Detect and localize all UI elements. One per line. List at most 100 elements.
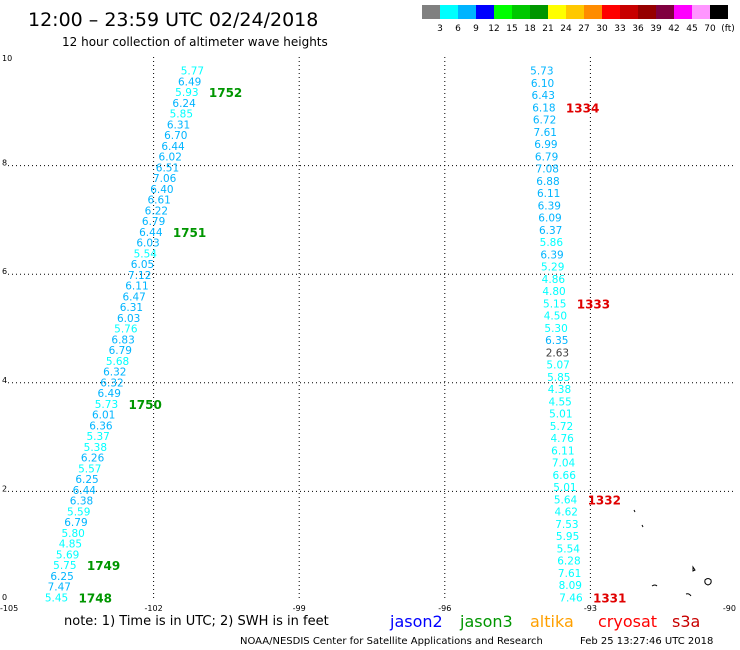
chart-title: 12:00 – 23:59 UTC 02/24/2018 bbox=[28, 9, 318, 31]
track-time-label: 1752 bbox=[209, 86, 242, 100]
wave-height-value: 6.26 bbox=[81, 453, 105, 465]
wave-height-value: 6.79 bbox=[142, 216, 165, 228]
y-tick-label: 8 bbox=[2, 159, 7, 168]
track-time-label: 1749 bbox=[87, 559, 120, 573]
y-tick-label: 4 bbox=[2, 376, 7, 385]
color-scale-label: 18 bbox=[524, 24, 536, 34]
chart-subtitle: 12 hour collection of altimeter wave hei… bbox=[62, 35, 328, 49]
color-scale-label: 70 bbox=[704, 24, 716, 34]
mission-label: jason2 bbox=[389, 612, 443, 631]
wave-height-value: 6.38 bbox=[70, 496, 93, 508]
wave-height-value: 5.76 bbox=[114, 324, 138, 336]
wave-height-value: 5.93 bbox=[175, 87, 198, 99]
mission-label: altika bbox=[530, 612, 574, 631]
wave-height-value: 6.72 bbox=[533, 115, 556, 127]
color-swatch bbox=[476, 5, 494, 19]
wave-height-value: 6.25 bbox=[75, 474, 98, 486]
color-scale-legend: 3 6 9 12 15 18 21 24 27 30 33 36 39 42 45 70 (ft) bbox=[422, 5, 735, 34]
mission-label: jason3 bbox=[459, 612, 513, 631]
wave-height-value: 7.46 bbox=[559, 592, 583, 604]
credit-text: NOAA/NESDIS Center for Satellite Applica… bbox=[240, 636, 543, 647]
wave-height-value: 6.35 bbox=[545, 335, 568, 347]
wave-height-value: 8.09 bbox=[559, 580, 582, 592]
wave-height-value: 5.85 bbox=[547, 372, 570, 384]
wave-height-value: 4.62 bbox=[555, 507, 578, 519]
track-time-label: 1748 bbox=[79, 591, 112, 605]
color-swatch bbox=[566, 5, 584, 19]
note-text: note: 1) Time is in UTC; 2) SWH is in fe… bbox=[64, 614, 329, 629]
wave-height-value: 5.37 bbox=[86, 431, 109, 443]
wave-height-value: 6.39 bbox=[540, 249, 563, 261]
color-swatch bbox=[602, 5, 620, 19]
wave-height-value: 5.86 bbox=[540, 237, 564, 249]
wave-height-value: 6.40 bbox=[150, 184, 173, 196]
wave-height-value: 5.75 bbox=[53, 560, 76, 572]
color-swatch bbox=[440, 5, 458, 19]
color-scale-label: 9 bbox=[473, 24, 479, 34]
track-time-label: 1332 bbox=[588, 493, 621, 507]
wave-height-value: 6.61 bbox=[147, 195, 170, 207]
wave-height-value: 4.85 bbox=[59, 539, 82, 551]
wave-height-value: 5.64 bbox=[554, 494, 578, 506]
color-swatch bbox=[710, 5, 728, 19]
wave-height-value: 6.44 bbox=[161, 141, 185, 153]
track-time-label: 1333 bbox=[577, 297, 610, 311]
wave-height-value: 6.32 bbox=[100, 377, 123, 389]
wave-height-value: 6.03 bbox=[117, 313, 140, 325]
mission-label: cryosat bbox=[598, 612, 657, 631]
color-swatch bbox=[548, 5, 566, 19]
wave-height-value: 4.38 bbox=[548, 384, 571, 396]
wave-height-value: 4.76 bbox=[550, 433, 574, 445]
wave-height-value: 6.44 bbox=[139, 227, 163, 239]
wave-height-value: 7.06 bbox=[153, 173, 177, 185]
wave-height-value: 5.29 bbox=[541, 262, 564, 274]
axes: -105 -102 -99 -96 -93 -90 0 2 4 6 8 10 bbox=[0, 54, 736, 613]
color-scale-label: 27 bbox=[578, 24, 589, 34]
color-scale-label: 42 bbox=[668, 24, 679, 34]
color-scale-label: 6 bbox=[455, 24, 461, 34]
y-tick-label: 2 bbox=[2, 484, 7, 493]
wave-height-value: 6.25 bbox=[50, 571, 73, 583]
color-swatch bbox=[422, 5, 440, 19]
generated-timestamp: Feb 25 13:27:46 UTC 2018 bbox=[580, 636, 713, 647]
wave-height-value: 6.32 bbox=[103, 367, 126, 379]
color-scale-label: 21 bbox=[542, 24, 553, 34]
x-tick-label: -93 bbox=[584, 604, 597, 613]
wave-height-value: 6.70 bbox=[164, 130, 187, 142]
wave-height-value: 5.72 bbox=[550, 421, 573, 433]
color-swatch bbox=[638, 5, 656, 19]
wave-height-value: 7.53 bbox=[555, 519, 578, 531]
wave-height-value: 4.86 bbox=[542, 274, 566, 286]
wave-height-value: 6.47 bbox=[122, 291, 145, 303]
wave-height-value: 5.68 bbox=[106, 356, 129, 368]
mission-legend: jason2 jason3 altika cryosat s3a bbox=[389, 612, 700, 631]
wave-height-value: 7.47 bbox=[48, 582, 71, 594]
color-swatch bbox=[674, 5, 692, 19]
wave-height-value: 6.24 bbox=[172, 98, 196, 110]
y-tick-label: 0 bbox=[2, 593, 7, 602]
wave-height-value: 6.11 bbox=[551, 445, 574, 457]
grid-lines bbox=[8, 57, 736, 600]
wave-height-value: 6.10 bbox=[531, 78, 554, 90]
x-tick-label: -99 bbox=[293, 604, 306, 613]
wave-height-value: 5.15 bbox=[543, 298, 566, 310]
wave-height-value: 6.01 bbox=[92, 410, 115, 422]
track-jason3: 5.457.476.255.755.694.855.806.795.596.38… bbox=[45, 66, 242, 606]
wave-height-value: 5.77 bbox=[181, 66, 204, 78]
y-tick-label: 10 bbox=[2, 54, 12, 63]
color-scale-label: 30 bbox=[596, 24, 608, 34]
wave-height-value: 4.50 bbox=[544, 311, 567, 323]
wave-height-value: 6.79 bbox=[535, 151, 558, 163]
coastline-outline bbox=[633, 509, 712, 597]
wave-height-value: 6.37 bbox=[539, 225, 562, 237]
color-scale-label: 24 bbox=[560, 24, 572, 34]
wave-height-value: 5.95 bbox=[556, 531, 579, 543]
wave-height-value: 2.63 bbox=[546, 347, 569, 359]
wave-height-value: 6.49 bbox=[178, 76, 201, 88]
mission-label: s3a bbox=[672, 612, 700, 631]
x-tick-label: -105 bbox=[0, 604, 18, 613]
wave-height-value: 5.73 bbox=[95, 399, 118, 411]
wave-height-value: 5.69 bbox=[56, 549, 79, 561]
wave-height-value: 5.01 bbox=[553, 482, 576, 494]
